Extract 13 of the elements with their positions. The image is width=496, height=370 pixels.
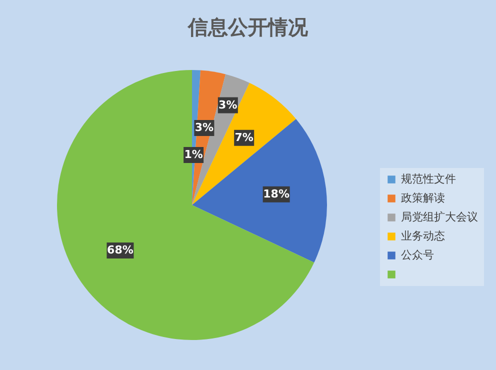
legend-label: 局党组扩大会议: [401, 210, 478, 224]
legend-label: 政策解读: [401, 192, 445, 204]
data-label: 68%: [107, 244, 134, 257]
legend-label: 公众号: [401, 248, 434, 262]
data-label: 7%: [234, 130, 254, 144]
data-label: 1%: [184, 148, 203, 162]
legend-label: 业务动态: [401, 230, 445, 242]
data-label: 18%: [263, 187, 290, 200]
legend-label: 规范性文件: [401, 172, 456, 186]
pie-slice: [57, 70, 314, 340]
data-label: 3%: [218, 98, 238, 112]
chart-title: 信息公开情况: [187, 15, 309, 39]
data-label: 3%: [194, 120, 214, 134]
